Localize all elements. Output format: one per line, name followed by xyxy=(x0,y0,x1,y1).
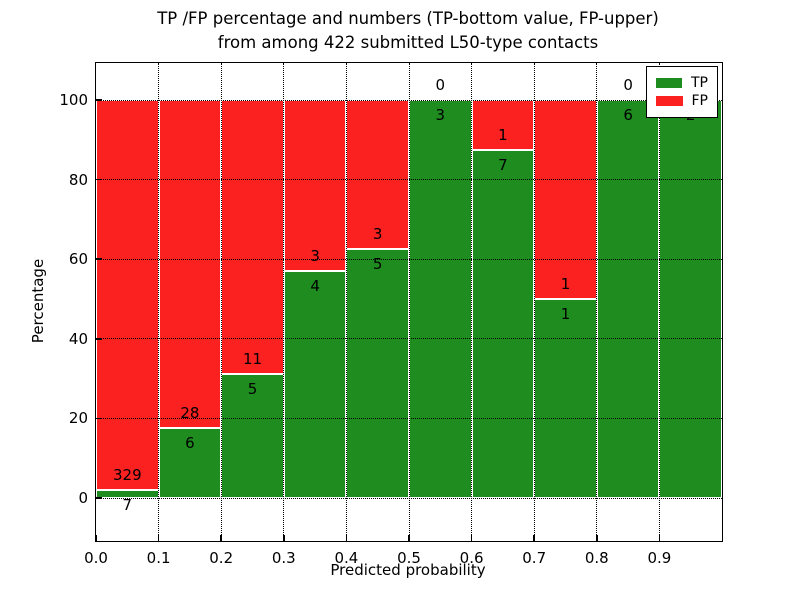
fp-count-label: 1 xyxy=(560,275,571,293)
bar-tp-segment xyxy=(346,249,409,498)
x-tick-mark xyxy=(533,535,535,541)
legend-item-tp: TP xyxy=(656,75,708,91)
v-gridline xyxy=(658,63,660,541)
fp-count-label: 1 xyxy=(498,125,508,144)
fp-legend-swatch xyxy=(656,96,683,106)
y-tick-label: 100 xyxy=(59,91,88,109)
x-tick-mark xyxy=(283,535,285,541)
x-tick-mark xyxy=(658,535,661,541)
v-gridline xyxy=(533,63,535,541)
v-gridline xyxy=(596,63,598,541)
v-gridline xyxy=(158,63,160,541)
x-tick-label: 0.0 xyxy=(84,549,108,567)
tp-count-label: 4 xyxy=(310,276,320,295)
bar-fp-segment xyxy=(221,100,284,374)
fp-count-label: 3 xyxy=(310,246,320,265)
y-tick-label: 60 xyxy=(68,250,88,269)
tp-count-label: 1 xyxy=(560,305,571,323)
plot-area: 3297286115343503171106020204060801000.00… xyxy=(59,62,723,567)
tp-count-label: 3 xyxy=(435,106,446,124)
x-tick-mark xyxy=(470,535,473,541)
v-gridline xyxy=(471,63,473,541)
x-tick-mark xyxy=(220,535,222,541)
v-gridline xyxy=(408,63,410,541)
tp-count-label: 6 xyxy=(185,433,195,452)
bar-fp-segment xyxy=(283,100,347,271)
x-axis-label: Predicted probability xyxy=(330,561,486,579)
tp-count-label: 5 xyxy=(372,255,383,274)
x-tick-mark xyxy=(95,535,97,541)
bar-tp-segment xyxy=(283,270,347,498)
bar-tp-segment xyxy=(659,100,722,498)
bar-tp-segment xyxy=(534,299,597,498)
y-tick-mark xyxy=(96,258,102,260)
chart-title-line-2: from among 422 submitted L50-type contac… xyxy=(217,33,599,52)
y-tick-mark xyxy=(96,497,102,499)
x-tick-mark xyxy=(157,535,160,541)
bar-tp-segment xyxy=(471,149,535,498)
fp-count-label: 329 xyxy=(112,465,142,484)
bar-fp-segment xyxy=(534,100,597,299)
fp-count-label: 11 xyxy=(242,349,263,368)
tp-count-label: 7 xyxy=(122,495,133,514)
fp-count-label: 28 xyxy=(180,403,200,422)
x-tick-mark xyxy=(345,535,348,541)
x-tick-label: 0.9 xyxy=(647,549,672,567)
y-tick-label: 0 xyxy=(78,489,88,507)
fp-legend-label: FP xyxy=(691,93,709,109)
tp-count-label: 6 xyxy=(623,106,633,124)
x-tick-label: 0.7 xyxy=(522,549,547,567)
fp-count-label: 3 xyxy=(372,225,383,244)
bar-tp-segment xyxy=(409,100,472,498)
y-axis-label: Percentage xyxy=(29,258,47,344)
y-tick-mark xyxy=(96,178,102,181)
x-tick-label: 0.6 xyxy=(459,549,484,567)
tp-legend-swatch xyxy=(656,78,682,88)
v-gridline xyxy=(345,63,347,541)
x-tick-mark xyxy=(596,535,598,541)
bar-tp-segment xyxy=(596,100,660,498)
bar-fp-segment xyxy=(96,100,159,490)
y-tick-label: 80 xyxy=(68,170,88,189)
y-tick-label: 20 xyxy=(68,409,88,428)
fp-count-label: 0 xyxy=(435,76,446,94)
bar-fp-segment xyxy=(158,100,222,428)
x-tick-label: 0.5 xyxy=(397,549,421,567)
bar-fp-segment xyxy=(346,100,409,250)
tp-count-label: 7 xyxy=(498,155,508,174)
y-tick-mark xyxy=(96,417,102,420)
y-tick-label: 40 xyxy=(68,329,88,348)
x-tick-label: 0.1 xyxy=(146,549,171,567)
fp-count-label: 0 xyxy=(623,76,633,94)
y-tick-mark xyxy=(96,99,102,101)
legend: TP FP xyxy=(646,66,718,118)
legend-item-fp: FP xyxy=(656,93,708,109)
v-gridline xyxy=(220,63,222,541)
x-tick-label: 0.8 xyxy=(584,549,609,567)
v-gridline xyxy=(283,63,285,541)
x-tick-label: 0.3 xyxy=(271,549,296,567)
y-tick-mark xyxy=(96,338,102,340)
x-tick-label: 0.4 xyxy=(334,549,359,567)
x-tick-label: 0.2 xyxy=(209,549,234,567)
tp-count-label: 5 xyxy=(247,379,258,398)
chart-title-line-1: TP /FP percentage and numbers (TP-bottom… xyxy=(157,9,659,28)
chart-title: TP /FP percentage and numbers (TP-bottom… xyxy=(157,7,659,55)
x-tick-mark xyxy=(408,535,410,541)
tp-legend-label: TP xyxy=(691,75,708,91)
